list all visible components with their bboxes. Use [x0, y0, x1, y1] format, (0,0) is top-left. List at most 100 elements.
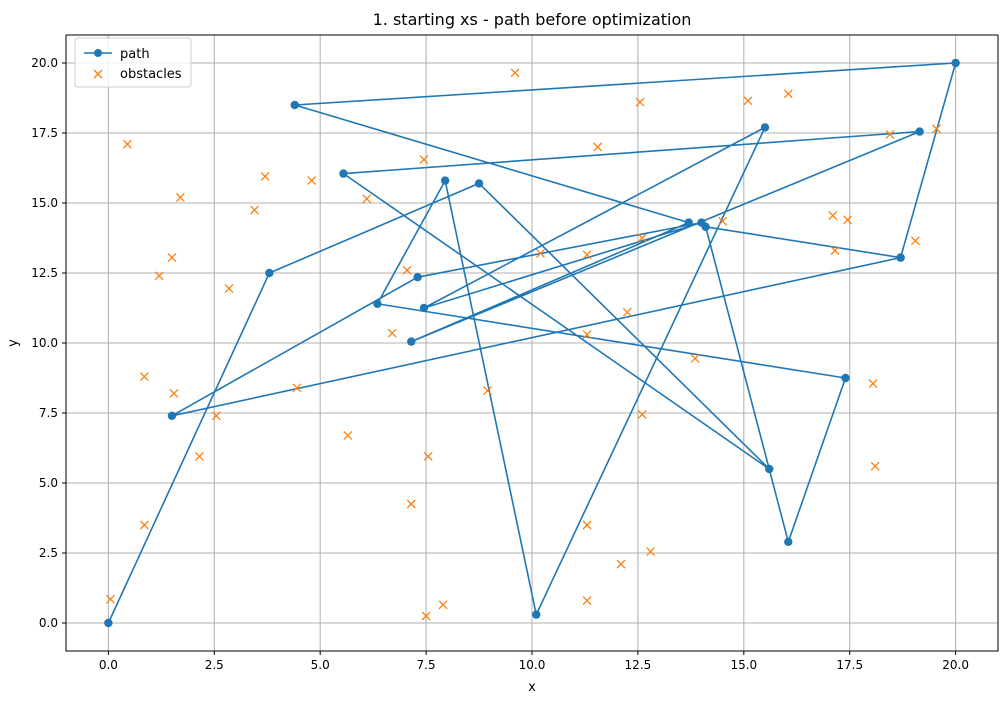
- x-tick-label: 15.0: [730, 658, 757, 672]
- obstacle-point: [292, 383, 302, 393]
- legend-obstacles-marker: [93, 69, 103, 79]
- x-tick-label: 2.5: [205, 658, 224, 672]
- path-point: [419, 303, 429, 313]
- legend-box: [74, 37, 192, 88]
- y-tick-label: 20.0: [31, 56, 58, 70]
- legend: path obstacles: [74, 37, 192, 88]
- path-point: [290, 100, 299, 110]
- obstacle-point: [830, 246, 840, 256]
- obstacle-point: [167, 253, 177, 263]
- legend-path-label: path: [120, 47, 150, 62]
- y-tick-label: 0.0: [39, 616, 58, 630]
- obstacle-point: [868, 379, 878, 389]
- obstacle-point: [106, 594, 115, 604]
- chart-title: 1. starting xs - path before optimizatio…: [373, 10, 692, 29]
- x-tick-label: 20.0: [942, 658, 969, 672]
- path-point: [167, 411, 177, 420]
- x-tick-label: 5.0: [311, 658, 330, 672]
- x-tick-label: 0.0: [99, 658, 118, 672]
- y-tick-label: 15.0: [31, 196, 58, 210]
- obstacle-point: [139, 520, 149, 530]
- path-point: [407, 337, 416, 346]
- path-point: [765, 464, 774, 474]
- obstacle-point: [582, 330, 592, 340]
- x-tick-label: 12.5: [625, 658, 652, 672]
- obstacle-point: [423, 451, 433, 461]
- y-tick-label: 10.0: [31, 336, 58, 350]
- legend-path-marker: [94, 49, 102, 57]
- path-point: [915, 127, 924, 136]
- path-point: [951, 58, 960, 68]
- path-point: [532, 610, 541, 619]
- obstacle-point: [250, 205, 259, 215]
- obstacle-point: [616, 559, 626, 569]
- y-tick-label: 7.5: [39, 406, 58, 420]
- path-point: [697, 218, 706, 227]
- obstacle-point: [932, 124, 942, 134]
- obstacle-point: [637, 233, 647, 243]
- obstacle-point: [582, 520, 592, 530]
- path-point: [413, 273, 422, 282]
- y-tick-label: 17.5: [31, 126, 58, 140]
- obstacle-point: [419, 155, 429, 165]
- x-tick-label: 17.5: [836, 658, 863, 672]
- obstacle-point: [260, 171, 270, 181]
- y-axis-label: y: [6, 339, 21, 347]
- grid: [66, 35, 998, 651]
- path-point: [373, 299, 382, 308]
- axis-ticks: 0.0 2.5 5.0 7.5 10.0 12.5 15.0 17.5 20.0 0.0 2.5 5.…: [31, 56, 969, 672]
- path-point: [265, 268, 274, 278]
- path-point: [684, 218, 693, 227]
- obstacle-point: [783, 89, 793, 99]
- obstacle-point: [593, 142, 603, 152]
- plot-area: [104, 58, 960, 628]
- path-point: [440, 176, 450, 185]
- obstacle-point: [582, 596, 592, 606]
- path-point: [760, 123, 770, 132]
- obstacle-point: [743, 96, 753, 106]
- path-point: [339, 169, 348, 178]
- obstacle-point: [637, 409, 647, 419]
- y-tick-label: 2.5: [39, 546, 58, 560]
- obstacle-point: [343, 430, 353, 440]
- path-point: [104, 618, 113, 628]
- path-point: [474, 179, 484, 188]
- obstacle-point: [194, 451, 204, 461]
- obstacle-point: [307, 176, 317, 186]
- obstacle-point: [635, 97, 645, 107]
- path-point: [841, 373, 850, 383]
- obstacle-point: [387, 328, 397, 338]
- obstacle-point: [582, 250, 592, 260]
- obstacle-point: [843, 215, 853, 225]
- obstacle-point: [828, 211, 838, 221]
- obstacle-point: [690, 353, 700, 363]
- obstacle-point: [122, 139, 132, 149]
- obstacle-point: [646, 547, 656, 557]
- x-tick-label: 10.0: [519, 658, 546, 672]
- obstacle-point: [211, 411, 221, 421]
- obstacle-point: [510, 68, 520, 78]
- obstacle-point: [402, 265, 412, 275]
- obstacle-point: [483, 386, 492, 396]
- obstacle-point: [622, 307, 632, 317]
- obstacle-point: [406, 499, 416, 509]
- obstacle-point: [362, 194, 372, 204]
- obstacle-point: [224, 283, 234, 293]
- obstacle-point: [438, 600, 448, 610]
- obstacle-point: [536, 248, 545, 258]
- y-tick-label: 12.5: [31, 266, 58, 280]
- obstacle-point: [139, 372, 149, 382]
- obstacle-point: [175, 192, 185, 202]
- obstacle-point: [718, 216, 728, 226]
- path-point: [784, 537, 793, 546]
- obstacle-point: [910, 236, 920, 246]
- legend-obstacles-label: obstacles: [120, 67, 182, 82]
- x-axis-label: x: [528, 680, 536, 695]
- obstacle-point: [870, 461, 880, 471]
- y-tick-label: 5.0: [39, 476, 58, 490]
- obstacle-point: [169, 388, 179, 398]
- obstacle-point: [885, 129, 895, 139]
- obstacle-point: [421, 611, 431, 621]
